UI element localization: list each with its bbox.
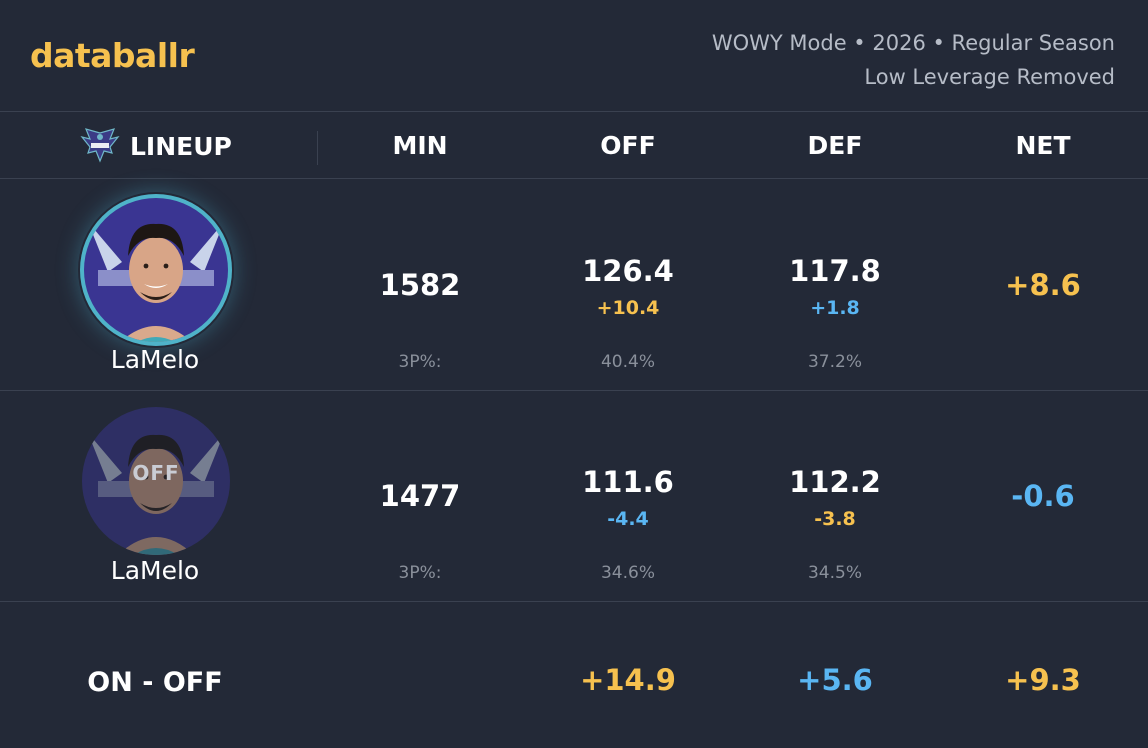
off-badge: OFF	[132, 461, 180, 485]
databallr-logo[interactable]: databallr	[30, 36, 195, 75]
def-rating: 112.2	[789, 465, 881, 499]
sub-label: 3P%:	[398, 563, 442, 583]
def-delta: +1.8	[810, 297, 860, 319]
off-rating: 111.6	[582, 465, 674, 499]
min-header: MIN	[392, 131, 448, 160]
player-name[interactable]: LaMelo	[110, 345, 200, 374]
off-delta: -4.4	[607, 508, 649, 530]
lineup-row-off: OFF LaMelo 1477 3P%: 111.6 -4.4 34.6% 11…	[0, 391, 1148, 602]
player-photo-icon	[82, 407, 230, 555]
min-value: 1582	[379, 268, 461, 302]
column-headers: LINEUP MIN OFF DEF NET	[0, 113, 1148, 179]
player-name[interactable]: LaMelo	[110, 556, 200, 585]
net-rating: -0.6	[1011, 479, 1075, 513]
on-off-summary: ON - OFF +14.9 +5.6 +9.3	[0, 603, 1148, 748]
player-avatar[interactable]	[78, 192, 234, 348]
def-rating: 117.8	[789, 254, 881, 288]
off-delta: +10.4	[596, 297, 660, 319]
off-rating: 126.4	[582, 254, 674, 288]
mode-line: WOWY Mode • 2026 • Regular Season	[711, 31, 1115, 55]
min-value: 1477	[379, 479, 461, 513]
header: databallr WOWY Mode • 2026 • Regular Sea…	[0, 0, 1148, 112]
leverage-line: Low Leverage Removed	[864, 65, 1115, 89]
lineup-row-on: LaMelo 1582 3P%: 126.4 +10.4 40.4% 117.8…	[0, 180, 1148, 391]
off-3p-pct: 34.6%	[600, 563, 655, 583]
def-3p-pct: 37.2%	[807, 352, 862, 372]
header-divider	[317, 131, 318, 165]
net-rating: +8.6	[1005, 268, 1081, 302]
def-header: DEF	[807, 131, 863, 160]
net-header: NET	[1015, 131, 1071, 160]
summary-net: +9.3	[1005, 663, 1081, 697]
summary-def: +5.6	[797, 663, 873, 697]
off-header: OFF	[600, 131, 656, 160]
off-3p-pct: 40.4%	[600, 352, 655, 372]
def-3p-pct: 34.5%	[807, 563, 862, 583]
def-delta: -3.8	[814, 508, 856, 530]
summary-label: ON - OFF	[87, 667, 223, 698]
player-photo-icon	[80, 194, 232, 346]
mode-info: WOWY Mode • 2026 • Regular Season Low Le…	[712, 26, 1115, 94]
player-avatar[interactable]: OFF	[78, 403, 234, 559]
sub-label: 3P%:	[398, 352, 442, 372]
hornets-logo-icon	[80, 128, 120, 163]
lineup-label: LINEUP	[130, 131, 232, 161]
lineup-header: LINEUP	[80, 127, 232, 165]
summary-off: +14.9	[580, 663, 676, 697]
